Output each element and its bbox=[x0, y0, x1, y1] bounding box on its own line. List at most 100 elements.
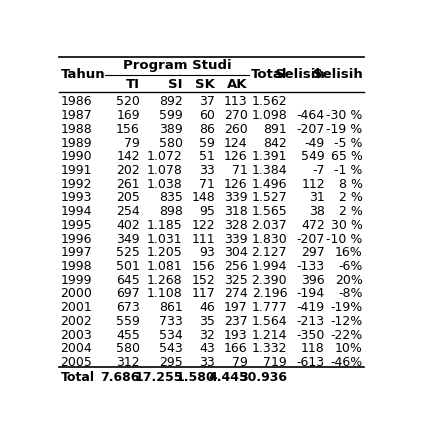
Text: 156: 156 bbox=[116, 123, 140, 136]
Text: 71: 71 bbox=[199, 178, 215, 191]
Text: 318: 318 bbox=[224, 205, 248, 218]
Text: 328: 328 bbox=[224, 219, 248, 232]
Text: 237: 237 bbox=[224, 315, 248, 328]
Text: -194: -194 bbox=[297, 287, 325, 301]
Text: 697: 697 bbox=[116, 287, 140, 301]
Text: SI: SI bbox=[168, 78, 183, 91]
Text: 349: 349 bbox=[116, 233, 140, 245]
Text: 1.078: 1.078 bbox=[147, 164, 183, 177]
Text: -46%: -46% bbox=[330, 356, 362, 369]
Text: 93: 93 bbox=[199, 246, 215, 259]
Text: -6%: -6% bbox=[338, 260, 362, 273]
Text: 1.562: 1.562 bbox=[251, 95, 287, 109]
Text: 33: 33 bbox=[199, 164, 215, 177]
Text: 455: 455 bbox=[116, 329, 140, 342]
Text: 520: 520 bbox=[116, 95, 140, 109]
Text: -49: -49 bbox=[305, 137, 325, 150]
Text: -464: -464 bbox=[297, 109, 325, 122]
Text: -613: -613 bbox=[297, 356, 325, 369]
Text: 1990: 1990 bbox=[61, 151, 92, 163]
Text: 71: 71 bbox=[232, 164, 248, 177]
Text: 396: 396 bbox=[301, 274, 325, 287]
Text: 142: 142 bbox=[116, 151, 140, 163]
Text: 1997: 1997 bbox=[61, 246, 92, 259]
Text: 1.205: 1.205 bbox=[147, 246, 183, 259]
Text: 733: 733 bbox=[159, 315, 183, 328]
Text: 166: 166 bbox=[224, 342, 248, 355]
Text: 79: 79 bbox=[124, 137, 140, 150]
Text: 1.081: 1.081 bbox=[147, 260, 183, 273]
Text: 256: 256 bbox=[224, 260, 248, 273]
Text: 1987: 1987 bbox=[61, 109, 92, 122]
Text: 16%: 16% bbox=[335, 246, 362, 259]
Text: 148: 148 bbox=[191, 192, 215, 204]
Text: 1.580: 1.580 bbox=[175, 371, 215, 384]
Text: AK: AK bbox=[227, 78, 248, 91]
Text: 261: 261 bbox=[116, 178, 140, 191]
Text: 260: 260 bbox=[224, 123, 248, 136]
Text: 60: 60 bbox=[199, 109, 215, 122]
Text: Selisih: Selisih bbox=[313, 68, 362, 81]
Text: 1991: 1991 bbox=[61, 164, 92, 177]
Text: 1.384: 1.384 bbox=[251, 164, 287, 177]
Text: -207: -207 bbox=[297, 123, 325, 136]
Text: 861: 861 bbox=[159, 301, 183, 314]
Text: 339: 339 bbox=[224, 233, 248, 245]
Text: 1.185: 1.185 bbox=[147, 219, 183, 232]
Text: -207: -207 bbox=[297, 233, 325, 245]
Text: 2002: 2002 bbox=[61, 315, 92, 328]
Text: 254: 254 bbox=[116, 205, 140, 218]
Text: 30 %: 30 % bbox=[331, 219, 362, 232]
Text: 4.445: 4.445 bbox=[208, 371, 248, 384]
Text: 339: 339 bbox=[224, 192, 248, 204]
Text: 117: 117 bbox=[191, 287, 215, 301]
Text: 2003: 2003 bbox=[61, 329, 92, 342]
Text: 599: 599 bbox=[159, 109, 183, 122]
Text: 270: 270 bbox=[224, 109, 248, 122]
Text: -350: -350 bbox=[297, 329, 325, 342]
Text: 304: 304 bbox=[224, 246, 248, 259]
Text: 156: 156 bbox=[191, 260, 215, 273]
Text: 673: 673 bbox=[116, 301, 140, 314]
Text: 1.332: 1.332 bbox=[251, 342, 287, 355]
Text: 59: 59 bbox=[199, 137, 215, 150]
Text: 38: 38 bbox=[309, 205, 325, 218]
Text: 1988: 1988 bbox=[61, 123, 92, 136]
Text: 8 %: 8 % bbox=[339, 178, 362, 191]
Text: 124: 124 bbox=[224, 137, 248, 150]
Text: 1994: 1994 bbox=[61, 205, 92, 218]
Text: 1.777: 1.777 bbox=[251, 301, 287, 314]
Text: 842: 842 bbox=[263, 137, 287, 150]
Text: 274: 274 bbox=[224, 287, 248, 301]
Text: 1.496: 1.496 bbox=[251, 178, 287, 191]
Text: 1996: 1996 bbox=[61, 233, 92, 245]
Text: 35: 35 bbox=[199, 315, 215, 328]
Text: 33: 33 bbox=[199, 356, 215, 369]
Text: 86: 86 bbox=[199, 123, 215, 136]
Text: 1995: 1995 bbox=[61, 219, 92, 232]
Text: 17.255: 17.255 bbox=[134, 371, 183, 384]
Text: 1.994: 1.994 bbox=[251, 260, 287, 273]
Text: 297: 297 bbox=[301, 246, 325, 259]
Text: 1.268: 1.268 bbox=[147, 274, 183, 287]
Text: 118: 118 bbox=[301, 342, 325, 355]
Text: 32: 32 bbox=[199, 329, 215, 342]
Text: -7: -7 bbox=[312, 164, 325, 177]
Text: 1.108: 1.108 bbox=[147, 287, 183, 301]
Text: -8%: -8% bbox=[338, 287, 362, 301]
Text: 7.686: 7.686 bbox=[100, 371, 140, 384]
Text: 1.527: 1.527 bbox=[251, 192, 287, 204]
Text: -12%: -12% bbox=[330, 315, 362, 328]
Text: 1.391: 1.391 bbox=[251, 151, 287, 163]
Text: -419: -419 bbox=[297, 301, 325, 314]
Text: Total: Total bbox=[251, 68, 287, 81]
Text: 559: 559 bbox=[116, 315, 140, 328]
Text: Selisih: Selisih bbox=[275, 68, 325, 81]
Text: 1999: 1999 bbox=[61, 274, 92, 287]
Text: -22%: -22% bbox=[330, 329, 362, 342]
Text: 2.196: 2.196 bbox=[251, 287, 287, 301]
Text: 580: 580 bbox=[116, 342, 140, 355]
Text: 112: 112 bbox=[301, 178, 325, 191]
Text: 2.127: 2.127 bbox=[251, 246, 287, 259]
Text: 65 %: 65 % bbox=[331, 151, 362, 163]
